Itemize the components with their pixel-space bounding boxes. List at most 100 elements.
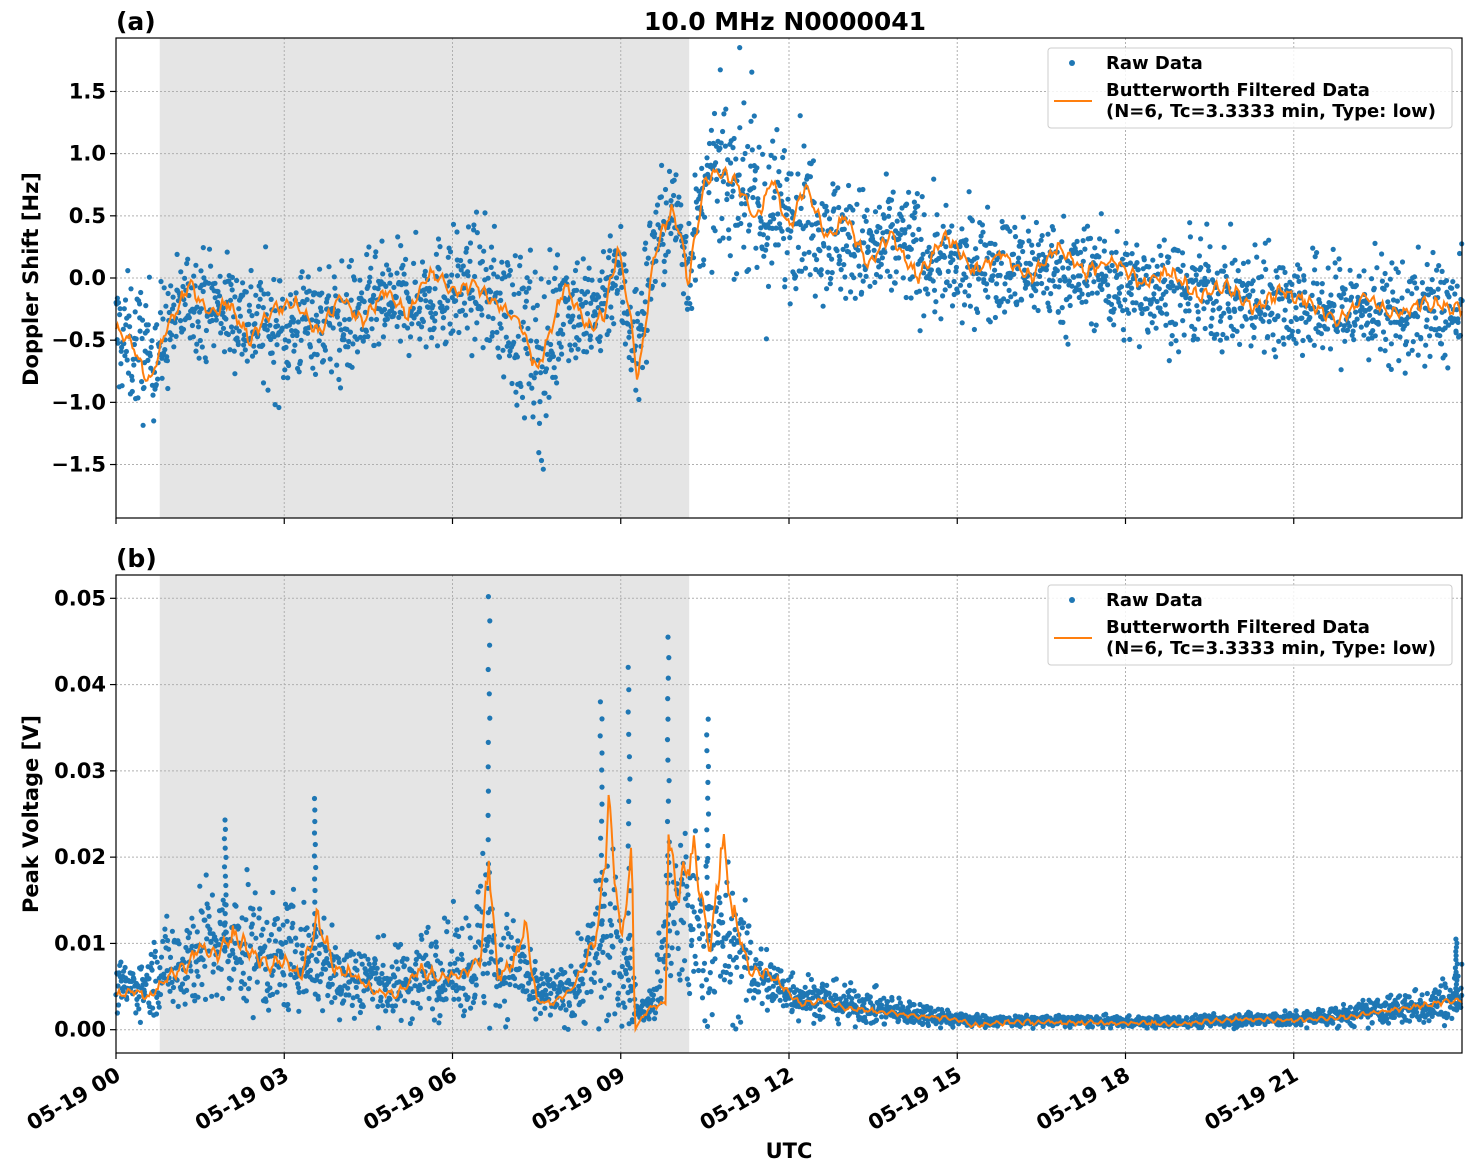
raw-data-point <box>627 329 633 335</box>
raw-data-point <box>436 266 442 272</box>
raw-data-point <box>1162 277 1168 283</box>
raw-data-point <box>122 353 128 359</box>
raw-data-point <box>274 342 280 348</box>
raw-data-point <box>260 380 267 386</box>
raw-data-point <box>1067 294 1073 300</box>
raw-data-point <box>131 976 137 982</box>
raw-data-point <box>482 961 488 967</box>
raw-data-point <box>250 1015 256 1021</box>
raw-data-point <box>577 322 584 328</box>
raw-data-point <box>659 162 665 168</box>
raw-data-point <box>471 227 477 233</box>
raw-data-point <box>244 867 250 873</box>
raw-data-point <box>1348 294 1355 300</box>
raw-data-point <box>531 400 537 406</box>
raw-data-point <box>600 949 606 956</box>
raw-data-point <box>721 977 728 983</box>
raw-data-point <box>220 310 226 316</box>
raw-data-point <box>412 279 418 285</box>
raw-data-point <box>634 318 641 324</box>
raw-data-point <box>916 288 923 294</box>
raw-data-point <box>153 382 159 388</box>
raw-data-point <box>1119 256 1126 262</box>
raw-data-point <box>527 279 533 285</box>
raw-data-point <box>313 312 319 318</box>
raw-data-point <box>1361 268 1367 274</box>
raw-data-point <box>169 928 175 934</box>
raw-data-point <box>574 260 580 266</box>
raw-data-point <box>829 270 835 276</box>
raw-data-point <box>1047 308 1053 314</box>
raw-data-point <box>1158 296 1164 302</box>
y-tick-label: 0.5 <box>69 204 106 228</box>
raw-data-point <box>124 357 130 363</box>
raw-data-point <box>524 275 530 281</box>
raw-data-point <box>826 990 832 996</box>
raw-data-point <box>542 987 549 993</box>
raw-data-point <box>264 919 270 926</box>
raw-data-point <box>1126 1013 1132 1019</box>
raw-data-point <box>365 283 371 289</box>
raw-data-point <box>1372 240 1378 246</box>
raw-data-point <box>597 334 603 340</box>
raw-data-point <box>526 285 532 291</box>
raw-data-point <box>622 946 628 952</box>
raw-data-point <box>563 1007 569 1013</box>
raw-data-point <box>521 337 527 343</box>
raw-data-point <box>521 415 528 421</box>
raw-data-point <box>203 872 209 878</box>
raw-data-point <box>1198 265 1204 271</box>
raw-data-point <box>1193 272 1199 278</box>
raw-data-point <box>127 324 133 330</box>
raw-data-point <box>290 920 296 927</box>
raw-data-point <box>316 950 322 957</box>
raw-data-point <box>806 249 812 255</box>
raw-data-point <box>338 327 344 333</box>
raw-data-point <box>1317 300 1323 306</box>
raw-data-point <box>1225 301 1231 307</box>
raw-data-point <box>131 362 137 368</box>
raw-data-point <box>990 273 996 279</box>
raw-data-point <box>505 944 511 950</box>
raw-data-point <box>1405 351 1412 357</box>
raw-data-point <box>985 204 991 210</box>
raw-data-point <box>346 264 352 270</box>
raw-data-point <box>911 199 918 205</box>
raw-data-point <box>729 890 736 896</box>
raw-data-point <box>161 285 167 291</box>
raw-data-point <box>292 949 298 955</box>
raw-data-point <box>520 944 527 950</box>
raw-data-point <box>514 354 521 360</box>
raw-data-point <box>643 359 650 365</box>
raw-data-point <box>320 1008 326 1014</box>
raw-data-point <box>154 959 160 965</box>
raw-data-point <box>218 966 224 972</box>
raw-data-point <box>902 227 908 233</box>
raw-data-point <box>851 253 858 259</box>
raw-data-point <box>360 1003 366 1010</box>
raw-data-point <box>1210 307 1216 313</box>
raw-data-point <box>720 943 726 949</box>
raw-data-point <box>1350 328 1356 334</box>
raw-data-point <box>899 205 905 211</box>
raw-data-point <box>426 995 432 1002</box>
raw-data-point <box>346 992 352 998</box>
raw-data-point <box>392 1003 399 1009</box>
raw-data-point <box>671 192 677 199</box>
raw-data-point <box>1214 331 1220 337</box>
raw-data-point <box>550 353 557 359</box>
raw-data-point <box>167 337 173 343</box>
raw-data-point <box>688 942 695 949</box>
raw-data-point <box>458 257 464 264</box>
raw-data-point <box>458 267 464 273</box>
raw-data-point <box>856 263 862 269</box>
raw-data-point <box>1083 299 1089 305</box>
raw-data-point <box>696 936 703 942</box>
raw-data-point <box>586 962 592 968</box>
raw-data-point <box>834 248 840 254</box>
raw-data-point <box>1395 269 1401 275</box>
raw-data-point <box>1274 274 1280 280</box>
raw-data-point <box>184 974 191 980</box>
raw-data-point <box>380 334 386 340</box>
raw-data-point <box>363 328 369 334</box>
